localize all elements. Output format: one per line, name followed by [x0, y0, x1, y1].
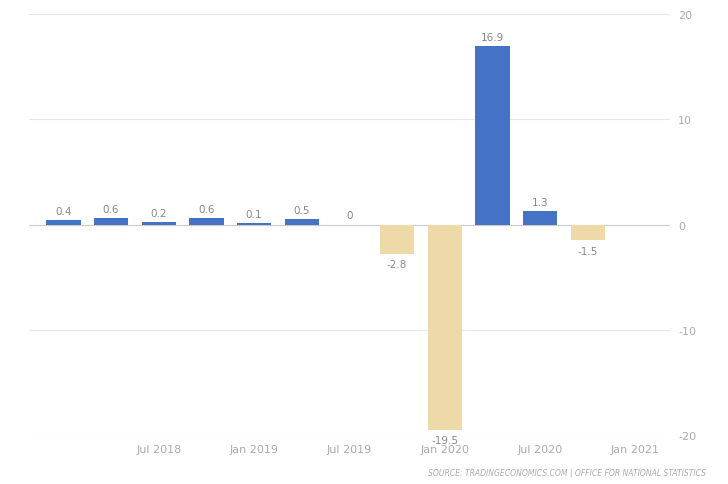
Text: 0.4: 0.4 — [55, 207, 71, 217]
Bar — [475, 47, 510, 225]
Bar — [380, 225, 414, 255]
Bar — [237, 224, 272, 225]
Text: 0: 0 — [347, 211, 352, 221]
Text: 0.6: 0.6 — [198, 205, 215, 214]
Text: 0.6: 0.6 — [103, 205, 119, 214]
Bar — [285, 220, 319, 225]
Text: 0.2: 0.2 — [151, 209, 167, 219]
Text: SOURCE: TRADINGECONOMICS.COM | OFFICE FOR NATIONAL STATISTICS: SOURCE: TRADINGECONOMICS.COM | OFFICE FO… — [428, 468, 706, 477]
Text: -2.8: -2.8 — [387, 260, 407, 270]
Bar — [142, 223, 176, 225]
Bar — [94, 219, 128, 225]
Bar — [523, 212, 557, 225]
Text: -19.5: -19.5 — [431, 436, 458, 446]
Bar — [427, 225, 462, 430]
Text: 1.3: 1.3 — [531, 197, 548, 207]
Bar — [189, 219, 223, 225]
Text: -1.5: -1.5 — [577, 246, 598, 256]
Text: 16.9: 16.9 — [480, 33, 504, 43]
Text: 0.1: 0.1 — [246, 210, 262, 220]
Text: 0.5: 0.5 — [293, 206, 310, 215]
Bar — [47, 221, 81, 225]
Bar — [571, 225, 605, 241]
